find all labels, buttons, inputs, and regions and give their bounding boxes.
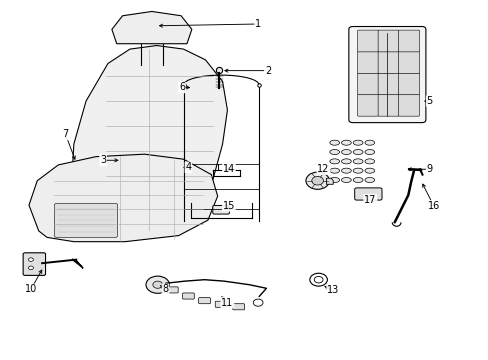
FancyBboxPatch shape bbox=[212, 206, 229, 214]
FancyBboxPatch shape bbox=[348, 27, 425, 123]
FancyBboxPatch shape bbox=[377, 51, 398, 73]
Text: 7: 7 bbox=[62, 130, 68, 139]
Text: 3: 3 bbox=[100, 155, 106, 165]
Ellipse shape bbox=[329, 168, 339, 173]
Ellipse shape bbox=[364, 159, 374, 164]
Circle shape bbox=[309, 273, 327, 286]
Ellipse shape bbox=[352, 159, 362, 164]
Text: 15: 15 bbox=[222, 201, 235, 211]
Text: 13: 13 bbox=[326, 285, 339, 296]
Text: 1: 1 bbox=[255, 19, 261, 29]
FancyBboxPatch shape bbox=[377, 73, 398, 95]
Ellipse shape bbox=[364, 177, 374, 183]
Text: 9: 9 bbox=[426, 164, 432, 174]
Polygon shape bbox=[326, 178, 332, 184]
FancyBboxPatch shape bbox=[357, 30, 378, 52]
FancyBboxPatch shape bbox=[377, 30, 398, 52]
FancyBboxPatch shape bbox=[357, 94, 378, 116]
Text: 6: 6 bbox=[179, 82, 185, 93]
FancyBboxPatch shape bbox=[182, 293, 194, 299]
Polygon shape bbox=[71, 45, 227, 232]
Ellipse shape bbox=[341, 177, 350, 183]
FancyBboxPatch shape bbox=[357, 73, 378, 95]
Text: 17: 17 bbox=[364, 195, 376, 205]
Ellipse shape bbox=[364, 149, 374, 154]
Circle shape bbox=[153, 281, 162, 288]
Text: 2: 2 bbox=[264, 66, 270, 76]
Circle shape bbox=[305, 172, 329, 189]
Circle shape bbox=[28, 258, 33, 261]
FancyBboxPatch shape bbox=[398, 73, 419, 95]
FancyBboxPatch shape bbox=[398, 94, 419, 116]
Ellipse shape bbox=[329, 149, 339, 154]
FancyBboxPatch shape bbox=[232, 304, 244, 310]
Circle shape bbox=[146, 276, 169, 293]
Text: 14: 14 bbox=[223, 164, 235, 174]
Ellipse shape bbox=[352, 168, 362, 173]
Ellipse shape bbox=[352, 149, 362, 154]
Text: 11: 11 bbox=[221, 298, 233, 308]
Ellipse shape bbox=[341, 159, 350, 164]
FancyBboxPatch shape bbox=[357, 51, 378, 73]
Ellipse shape bbox=[341, 140, 350, 145]
Circle shape bbox=[311, 176, 323, 185]
Text: 5: 5 bbox=[426, 96, 432, 106]
Text: 8: 8 bbox=[162, 284, 168, 294]
Ellipse shape bbox=[352, 140, 362, 145]
FancyBboxPatch shape bbox=[166, 287, 178, 293]
Polygon shape bbox=[112, 12, 191, 44]
FancyBboxPatch shape bbox=[54, 203, 118, 237]
Ellipse shape bbox=[329, 177, 339, 183]
FancyBboxPatch shape bbox=[23, 253, 45, 275]
Text: 10: 10 bbox=[25, 284, 37, 294]
Circle shape bbox=[253, 299, 263, 306]
Text: 16: 16 bbox=[427, 201, 439, 211]
Ellipse shape bbox=[329, 159, 339, 164]
Ellipse shape bbox=[341, 149, 350, 154]
Ellipse shape bbox=[341, 168, 350, 173]
Polygon shape bbox=[29, 154, 217, 242]
FancyBboxPatch shape bbox=[354, 188, 381, 200]
FancyBboxPatch shape bbox=[398, 51, 419, 73]
FancyBboxPatch shape bbox=[398, 30, 419, 52]
FancyBboxPatch shape bbox=[198, 298, 210, 304]
Ellipse shape bbox=[364, 140, 374, 145]
Text: 4: 4 bbox=[185, 162, 191, 172]
Circle shape bbox=[314, 276, 323, 283]
Ellipse shape bbox=[364, 168, 374, 173]
Ellipse shape bbox=[329, 140, 339, 145]
FancyBboxPatch shape bbox=[215, 301, 226, 307]
Ellipse shape bbox=[352, 177, 362, 183]
Circle shape bbox=[28, 266, 33, 270]
FancyBboxPatch shape bbox=[377, 94, 398, 116]
Text: 12: 12 bbox=[317, 164, 329, 174]
